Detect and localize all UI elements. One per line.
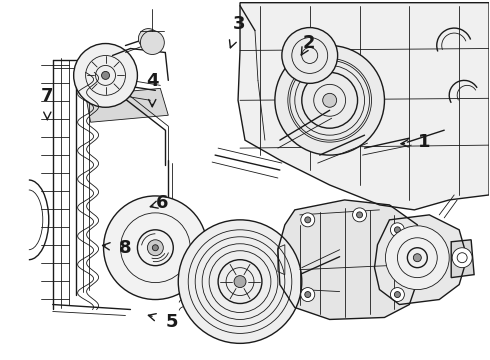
Circle shape bbox=[181, 228, 205, 252]
Polygon shape bbox=[374, 215, 467, 305]
Polygon shape bbox=[238, 3, 489, 210]
Text: 7: 7 bbox=[41, 87, 53, 120]
Circle shape bbox=[305, 217, 311, 223]
Polygon shape bbox=[278, 200, 421, 319]
Text: 2: 2 bbox=[301, 34, 315, 55]
Circle shape bbox=[101, 71, 110, 80]
Polygon shape bbox=[86, 88, 168, 122]
Circle shape bbox=[386, 226, 449, 289]
Circle shape bbox=[394, 227, 400, 233]
Circle shape bbox=[178, 220, 302, 343]
Text: 1: 1 bbox=[401, 133, 431, 151]
Circle shape bbox=[305, 292, 311, 298]
Circle shape bbox=[391, 288, 404, 302]
Circle shape bbox=[353, 208, 367, 222]
Polygon shape bbox=[175, 230, 215, 252]
Circle shape bbox=[177, 242, 193, 258]
Circle shape bbox=[152, 245, 158, 251]
Text: 3: 3 bbox=[229, 15, 245, 48]
Circle shape bbox=[301, 213, 315, 227]
Circle shape bbox=[138, 28, 158, 49]
Circle shape bbox=[391, 223, 404, 237]
Circle shape bbox=[414, 254, 421, 262]
Polygon shape bbox=[451, 240, 474, 278]
Circle shape bbox=[141, 31, 164, 54]
Text: 8: 8 bbox=[102, 239, 132, 257]
Circle shape bbox=[103, 196, 207, 300]
Polygon shape bbox=[278, 245, 285, 275]
Circle shape bbox=[275, 45, 385, 155]
Text: 4: 4 bbox=[146, 72, 158, 107]
Circle shape bbox=[301, 288, 315, 302]
Text: 5: 5 bbox=[148, 312, 178, 330]
Polygon shape bbox=[165, 232, 218, 252]
Circle shape bbox=[452, 248, 472, 268]
Circle shape bbox=[234, 276, 246, 288]
Circle shape bbox=[147, 240, 163, 256]
Circle shape bbox=[189, 242, 201, 254]
Circle shape bbox=[282, 28, 338, 84]
Circle shape bbox=[323, 93, 337, 107]
Circle shape bbox=[394, 292, 400, 298]
Circle shape bbox=[74, 44, 137, 107]
Text: 6: 6 bbox=[150, 194, 168, 212]
Circle shape bbox=[357, 212, 363, 218]
